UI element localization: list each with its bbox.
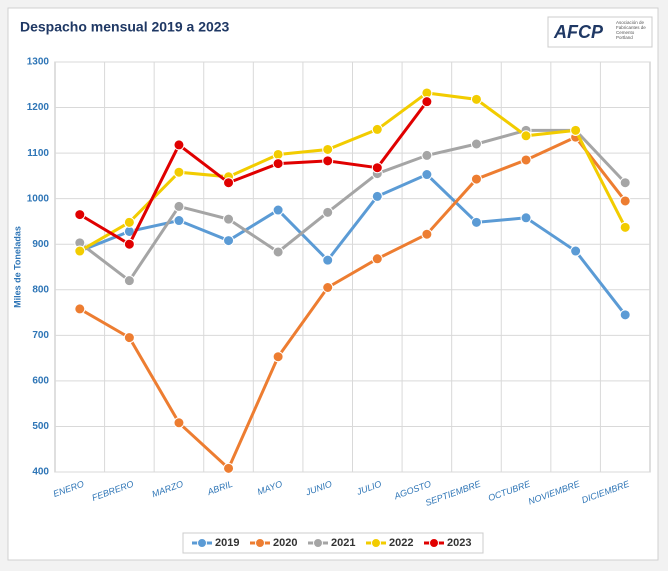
point [272,351,284,363]
point [470,93,482,105]
logo: AFCP [553,22,604,42]
point [570,124,582,136]
point [123,238,135,250]
point [619,195,631,207]
y-tick-label: 1300 [27,57,50,68]
point [123,332,135,344]
y-axis-label: Miles de Toneladas [12,226,22,308]
point [272,246,284,258]
y-tick-label: 700 [32,330,49,341]
legend-marker [255,538,265,548]
point [123,216,135,228]
point [371,190,383,202]
point [223,462,235,474]
series-line [79,100,429,247]
point [619,221,631,233]
point [74,245,86,257]
y-tick-label: 400 [32,467,49,478]
point [173,417,185,429]
point [421,96,433,108]
point [470,216,482,228]
legend-marker [313,538,323,548]
point [74,303,86,315]
point [272,158,284,170]
point [223,235,235,247]
point [74,209,86,221]
point [173,166,185,178]
y-tick-label: 500 [32,421,49,432]
legend-label: 2019 [215,537,239,549]
legend-marker [197,538,207,548]
point [223,177,235,189]
point [371,253,383,265]
legend-label: 2021 [331,537,355,549]
point [272,204,284,216]
point [173,200,185,212]
series-line [79,135,627,471]
legend-label: 2022 [389,537,413,549]
series-line [79,172,627,316]
point [173,139,185,151]
y-tick-label: 600 [32,376,49,387]
point [123,275,135,287]
point [520,130,532,142]
point [322,254,334,266]
point [371,162,383,174]
legend-marker [429,538,439,548]
logo-subtitle: Asociación de Fabricantes de Cemento Por… [616,20,646,40]
point [520,154,532,166]
y-tick-label: 1200 [27,102,50,113]
point [322,206,334,218]
y-tick-label: 1100 [27,148,49,159]
point [371,123,383,135]
legend-marker [371,538,381,548]
point [520,212,532,224]
point [570,245,582,257]
point [322,282,334,293]
series-line [79,91,627,253]
logo-box [547,16,653,48]
point [470,173,482,185]
point [322,143,334,155]
point [619,177,631,189]
point [421,228,433,240]
point [223,213,235,225]
series-line [78,128,627,283]
logo-subtitle-box: Asociación de Fabricantes de Cemento Por… [616,20,646,40]
point [421,149,433,161]
y-tick-label: 900 [32,239,49,250]
point [173,215,185,227]
legend-box [182,532,484,554]
point [470,138,482,150]
point [322,155,334,167]
legend-label: 2020 [273,537,297,549]
y-tick-label: 1000 [27,193,50,204]
y-tick-label: 800 [32,284,49,295]
point [272,148,284,160]
point [619,309,631,321]
chart-title: Despacho mensual 2019 a 2023 [20,19,230,35]
point [421,169,433,181]
legend-label: 2023 [447,537,471,549]
